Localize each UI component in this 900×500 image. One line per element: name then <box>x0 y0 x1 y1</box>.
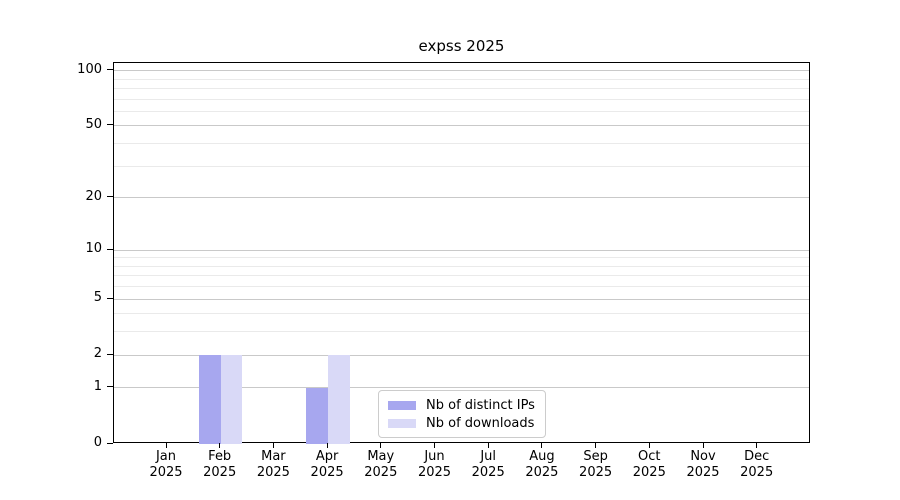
major-gridline <box>114 70 809 72</box>
y-tick-mark <box>107 297 113 299</box>
x-tick-year: 2025 <box>417 465 452 480</box>
y-tick-label: 0 <box>93 435 102 450</box>
y-tick-label: 100 <box>77 61 102 77</box>
x-tick-label: Sep 2025 <box>564 449 628 481</box>
x-tick-label: Apr 2025 <box>295 449 359 481</box>
minor-gridline <box>114 331 809 333</box>
y-tick-label: 10 <box>85 241 102 256</box>
x-tick-mark <box>487 443 489 448</box>
bar-nb-of-downloads <box>220 355 243 444</box>
y-tick-mark <box>107 69 113 71</box>
y-tick-mark <box>107 196 113 198</box>
minor-gridline <box>114 265 809 267</box>
x-tick-year: 2025 <box>256 465 290 480</box>
minor-gridline <box>114 143 809 145</box>
legend: Nb of distinct IPs Nb of downloads <box>378 390 546 438</box>
minor-gridline <box>114 87 809 89</box>
x-tick-mark <box>326 443 328 448</box>
x-tick-mark <box>219 443 221 448</box>
y-tick-mark <box>107 442 113 444</box>
bar-nb-of-downloads <box>328 355 350 444</box>
x-tick-label: Aug 2025 <box>510 449 574 481</box>
x-tick-month: Mar <box>261 449 286 464</box>
x-tick-mark <box>272 443 274 448</box>
x-tick-mark <box>756 443 758 448</box>
x-tick-year: 2025 <box>310 465 344 480</box>
x-tick-month: Jun <box>424 449 445 464</box>
x-tick-year: 2025 <box>686 465 720 480</box>
minor-gridline <box>114 257 809 259</box>
major-gridline <box>114 387 809 389</box>
x-tick-year: 2025 <box>364 465 398 480</box>
x-tick-mark <box>702 443 704 448</box>
minor-gridline <box>114 98 809 100</box>
x-tick-label: Nov 2025 <box>671 449 735 481</box>
x-tick-month: May <box>367 449 395 464</box>
minor-gridline <box>114 313 809 315</box>
y-tick-label: 50 <box>85 116 102 132</box>
y-tick-label: 1 <box>93 378 102 394</box>
y-tick-mark <box>107 386 113 388</box>
x-tick-month: Aug <box>529 449 555 464</box>
y-tick-label: 2 <box>93 346 102 362</box>
x-tick-year: 2025 <box>579 465 613 480</box>
major-gridline <box>114 354 809 356</box>
x-tick-year: 2025 <box>149 465 183 480</box>
x-tick-month: Dec <box>744 449 770 464</box>
minor-gridline <box>114 275 809 277</box>
x-tick-month: Apr <box>315 449 339 464</box>
x-tick-mark <box>380 443 382 448</box>
chart-title: expss 2025 <box>418 37 505 55</box>
y-tick-mark <box>107 353 113 355</box>
x-tick-label: Jun 2025 <box>403 449 467 481</box>
major-gridline <box>114 125 809 127</box>
x-tick-month: Jul <box>480 449 497 464</box>
x-tick-month: Oct <box>638 449 661 464</box>
x-tick-label: Mar 2025 <box>241 449 305 481</box>
x-tick-year: 2025 <box>525 465 559 480</box>
minor-gridline <box>114 110 809 112</box>
x-tick-mark <box>595 443 597 448</box>
y-tick-mark <box>107 248 113 250</box>
x-tick-month: Sep <box>583 449 608 464</box>
major-gridline <box>114 249 809 251</box>
x-tick-year: 2025 <box>203 465 237 480</box>
y-tick-label: 20 <box>85 188 102 204</box>
legend-label: Nb of downloads <box>426 415 535 431</box>
x-tick-year: 2025 <box>740 465 774 480</box>
x-tick-mark <box>165 443 167 448</box>
major-gridline <box>114 298 809 300</box>
x-tick-label: Jul 2025 <box>456 449 520 481</box>
bar-nb-of-distinct-ips <box>306 387 329 444</box>
x-tick-label: May 2025 <box>349 449 413 481</box>
legend-item: Nb of distinct IPs <box>388 398 537 413</box>
x-tick-month: Feb <box>208 449 232 464</box>
legend-swatch-icon <box>388 400 416 410</box>
x-tick-year: 2025 <box>632 465 666 480</box>
legend-swatch-icon <box>388 418 416 428</box>
minor-gridline <box>114 165 809 167</box>
x-tick-label: Oct 2025 <box>617 449 681 481</box>
x-tick-label: Dec 2025 <box>725 449 789 481</box>
plot-area: Nb of distinct IPs Nb of downloads <box>113 62 810 444</box>
x-tick-month: Nov <box>690 449 716 464</box>
bar-nb-of-distinct-ips <box>199 355 221 444</box>
major-gridline <box>114 197 809 199</box>
x-tick-label: Jan 2025 <box>134 449 198 481</box>
x-tick-mark <box>434 443 435 448</box>
legend-label: Nb of distinct IPs <box>426 397 535 413</box>
y-tick-label: 5 <box>93 290 102 306</box>
y-tick-mark <box>107 124 113 126</box>
minor-gridline <box>114 286 809 288</box>
x-tick-mark <box>648 443 650 448</box>
x-tick-mark <box>541 443 543 448</box>
legend-item: Nb of downloads <box>388 416 537 431</box>
x-tick-year: 2025 <box>471 465 505 480</box>
x-tick-month: Jan <box>155 449 177 464</box>
minor-gridline <box>114 78 809 80</box>
x-tick-label: Feb 2025 <box>188 449 252 481</box>
